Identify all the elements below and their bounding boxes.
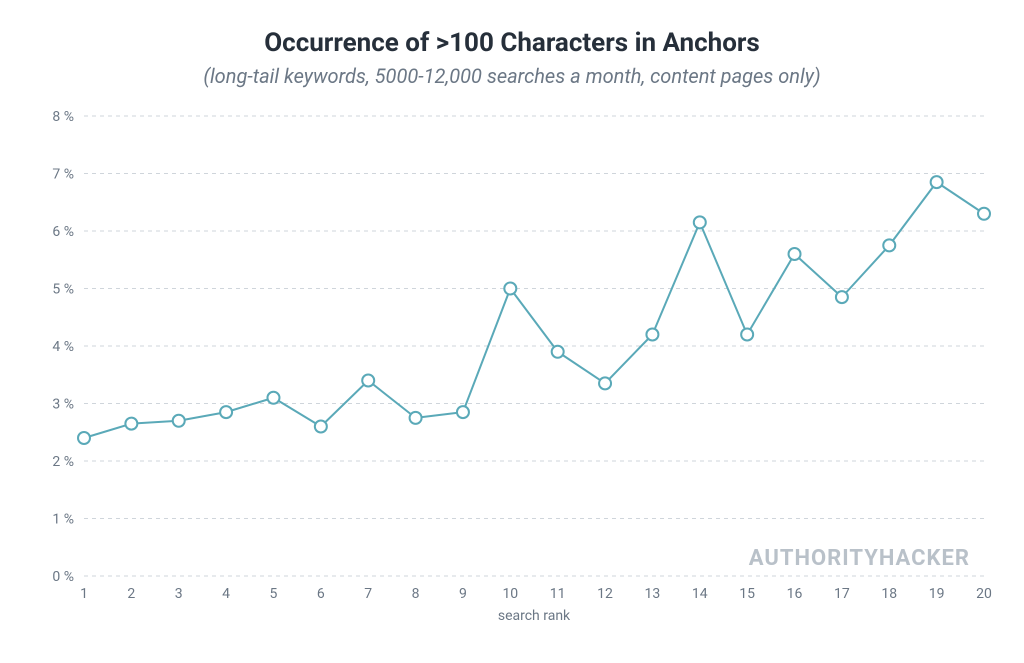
data-point bbox=[220, 406, 232, 418]
data-point bbox=[978, 208, 990, 220]
y-tick-label: 6 % bbox=[52, 224, 74, 240]
chart-title: Occurrence of >100 Characters in Anchors bbox=[32, 28, 992, 58]
x-tick-label: 15 bbox=[739, 586, 755, 602]
y-tick-label: 4 % bbox=[52, 339, 74, 355]
data-point bbox=[504, 283, 516, 295]
x-tick-label: 1 bbox=[80, 586, 88, 602]
data-point bbox=[315, 421, 327, 433]
x-tick-label: 6 bbox=[317, 586, 325, 602]
chart-area: 0 %1 %2 %3 %4 %5 %6 %7 %8 %1234567891011… bbox=[32, 106, 992, 626]
x-tick-label: 16 bbox=[787, 586, 803, 602]
data-line bbox=[84, 182, 984, 438]
data-point bbox=[267, 392, 279, 404]
y-tick-label: 0 % bbox=[52, 569, 74, 585]
x-tick-label: 11 bbox=[550, 586, 566, 602]
data-point bbox=[646, 329, 658, 341]
y-tick-label: 5 % bbox=[52, 282, 74, 298]
x-tick-label: 2 bbox=[127, 586, 135, 602]
x-tick-label: 18 bbox=[881, 586, 897, 602]
data-point bbox=[125, 418, 137, 430]
x-tick-label: 12 bbox=[597, 586, 613, 602]
x-tick-label: 19 bbox=[929, 586, 945, 602]
data-point bbox=[410, 412, 422, 424]
data-point bbox=[694, 216, 706, 228]
x-tick-label: 14 bbox=[692, 586, 708, 602]
x-tick-label: 7 bbox=[364, 586, 372, 602]
y-tick-label: 3 % bbox=[52, 397, 74, 413]
y-tick-label: 7 % bbox=[52, 167, 74, 183]
x-tick-label: 10 bbox=[502, 586, 518, 602]
x-tick-label: 5 bbox=[270, 586, 278, 602]
data-point bbox=[552, 346, 564, 358]
data-point bbox=[741, 329, 753, 341]
data-point bbox=[883, 239, 895, 251]
x-tick-label: 3 bbox=[175, 586, 183, 602]
data-point bbox=[931, 176, 943, 188]
data-point bbox=[362, 375, 374, 387]
data-point bbox=[836, 291, 848, 303]
y-tick-label: 2 % bbox=[52, 454, 74, 470]
data-point bbox=[78, 432, 90, 444]
data-point bbox=[789, 248, 801, 260]
chart-subtitle: (long-tail keywords, 5000-12,000 searche… bbox=[32, 64, 992, 88]
x-tick-label: 13 bbox=[645, 586, 661, 602]
x-tick-label: 4 bbox=[222, 586, 230, 602]
y-tick-label: 8 % bbox=[52, 109, 74, 125]
x-tick-label: 8 bbox=[412, 586, 420, 602]
x-tick-label: 17 bbox=[834, 586, 850, 602]
chart-container: Occurrence of >100 Characters in Anchors… bbox=[0, 0, 1024, 663]
data-point bbox=[599, 377, 611, 389]
y-tick-label: 1 % bbox=[52, 512, 74, 528]
x-tick-label: 9 bbox=[459, 586, 467, 602]
data-point bbox=[457, 406, 469, 418]
line-chart: 0 %1 %2 %3 %4 %5 %6 %7 %8 %1234567891011… bbox=[32, 106, 1002, 626]
x-tick-label: 20 bbox=[976, 586, 992, 602]
data-point bbox=[173, 415, 185, 427]
x-axis-label: search rank bbox=[498, 608, 571, 624]
